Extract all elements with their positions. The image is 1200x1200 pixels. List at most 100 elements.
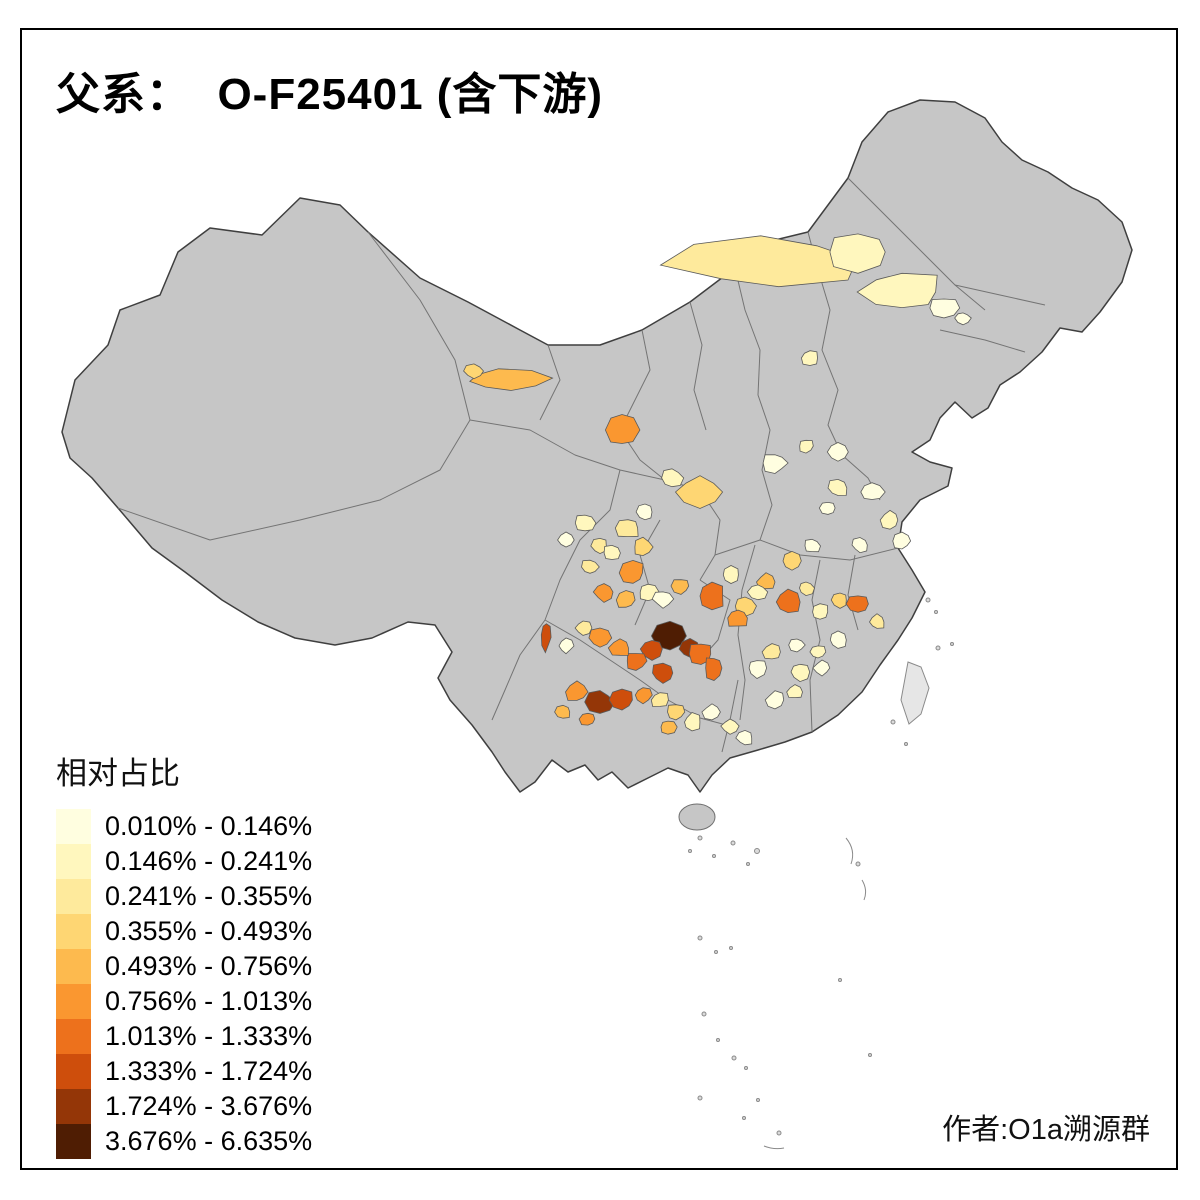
- map-cell: [618, 559, 644, 584]
- china-mainland-outline: [61, 99, 1133, 793]
- map-cell: [574, 620, 593, 636]
- legend-swatch: [56, 1054, 91, 1089]
- legend-swatch: [56, 949, 91, 984]
- map-cell: [954, 312, 972, 326]
- map-cell: [674, 475, 724, 509]
- map-cell: [661, 468, 685, 488]
- legend-row: 1.333% - 1.724%: [56, 1054, 312, 1089]
- map-cell: [809, 645, 827, 659]
- map-cell: [830, 592, 847, 609]
- map-cell: [540, 623, 552, 654]
- legend-swatch: [56, 809, 91, 844]
- map-cell: [614, 519, 639, 538]
- legend-row: 0.241% - 0.355%: [56, 879, 312, 914]
- legend-title: 相对占比: [56, 756, 180, 791]
- map-cell: [735, 729, 753, 746]
- legend-row: 1.013% - 1.333%: [56, 1019, 312, 1054]
- map-cell: [829, 630, 847, 649]
- map-cell: [608, 688, 633, 711]
- map-cell: [652, 662, 674, 684]
- legend-swatch: [56, 1019, 91, 1054]
- map-cell: [818, 501, 836, 515]
- map-cell: [827, 478, 848, 496]
- map-cell: [463, 363, 485, 380]
- map-cell: [660, 720, 678, 735]
- map-cell: [634, 687, 653, 705]
- map-cell: [860, 482, 886, 500]
- map-cell: [826, 442, 849, 462]
- map-cell: [604, 414, 641, 444]
- map-cell: [892, 531, 912, 550]
- author-credit: 作者:O1a溯源群: [942, 1114, 1150, 1146]
- map-cell: [565, 680, 589, 701]
- map-cell: [592, 583, 614, 603]
- map-cell: [762, 454, 789, 474]
- map-cell: [790, 663, 811, 683]
- legend-label: 0.010% - 0.146%: [105, 811, 313, 841]
- legend-label: 0.241% - 0.355%: [105, 881, 313, 911]
- map-cell: [554, 704, 571, 719]
- legend-swatch: [56, 844, 91, 879]
- map-cell: [851, 537, 868, 554]
- map-cell: [469, 368, 554, 391]
- map-cell: [775, 588, 801, 614]
- legend-swatch: [56, 879, 91, 914]
- map-cell: [650, 692, 669, 707]
- map-cell: [746, 584, 769, 601]
- map-cell: [705, 657, 723, 681]
- map-cell: [558, 637, 575, 655]
- map-cell: [626, 653, 648, 671]
- legend-label: 0.355% - 0.493%: [105, 916, 313, 946]
- map-cell: [786, 684, 803, 699]
- map-cell: [651, 591, 675, 609]
- map-cell: [720, 718, 740, 735]
- legend-label: 1.724% - 3.676%: [105, 1091, 313, 1121]
- legend: 相对占比 0.010% - 0.146% 0.146% - 0.241% 0.241…: [56, 748, 312, 1159]
- map-cell: [574, 514, 597, 532]
- legend-label: 3.676% - 6.635%: [105, 1126, 313, 1156]
- south-china-sea-islands: [688, 597, 954, 1150]
- legend-label: 1.333% - 1.724%: [105, 1056, 313, 1086]
- map-cell: [722, 565, 739, 584]
- legend-swatch: [56, 1089, 91, 1124]
- map-cell: [615, 590, 636, 608]
- map-cell: [590, 537, 607, 555]
- legend-label: 0.756% - 1.013%: [105, 986, 313, 1016]
- legend-row: 0.355% - 0.493%: [56, 914, 312, 949]
- legend-label: 0.146% - 0.241%: [105, 846, 313, 876]
- map-cell: [701, 703, 721, 721]
- legend-rows: 0.010% - 0.146% 0.146% - 0.241% 0.241% - 0…: [56, 809, 312, 1159]
- map-cell: [761, 643, 781, 660]
- map-cell: [845, 595, 869, 613]
- legend-row: 0.146% - 0.241%: [56, 844, 312, 879]
- map-cell: [584, 690, 616, 714]
- map-cell: [588, 627, 613, 648]
- map-cell: [879, 509, 899, 530]
- islands: [678, 661, 930, 831]
- map-cell: [799, 439, 814, 454]
- map-cell: [667, 704, 686, 721]
- legend-row: 0.493% - 0.756%: [56, 949, 312, 984]
- map-cell: [634, 536, 654, 557]
- map-cell: [856, 272, 938, 309]
- hainan-island: [678, 803, 716, 831]
- legend-label: 0.493% - 0.756%: [105, 951, 313, 981]
- map-title: 父系： O-F25401 (含下游): [56, 70, 604, 119]
- map-cell: [659, 235, 858, 288]
- map-cell: [748, 660, 768, 679]
- map-cell: [557, 531, 575, 548]
- legend-row: 0.756% - 1.013%: [56, 984, 312, 1019]
- map-cell: [727, 609, 748, 627]
- legend-row: 3.676% - 6.635%: [56, 1124, 312, 1159]
- map-cell: [578, 712, 596, 726]
- map-cell: [829, 233, 886, 274]
- legend-swatch: [56, 914, 91, 949]
- legend-swatch: [56, 1124, 91, 1159]
- map-cell: [764, 690, 785, 710]
- legend-row: 1.724% - 3.676%: [56, 1089, 312, 1124]
- map-cell: [670, 579, 690, 595]
- map-cell: [804, 538, 821, 553]
- map-cell: [699, 581, 724, 611]
- map-cell: [581, 559, 600, 574]
